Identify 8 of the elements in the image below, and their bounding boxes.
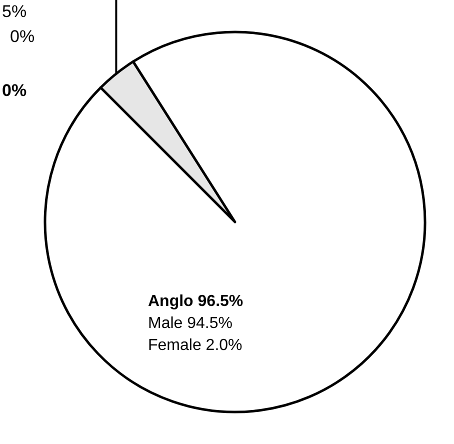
text: Male 94.5% [148,315,232,332]
text: 0% [10,27,35,46]
text: 5% [2,2,27,21]
text: 0% [2,81,27,100]
slice-label: Anglo [148,293,194,310]
pie-slice [44,30,426,414]
data-label: 96.5% [198,293,244,310]
text: Female 2.0% [148,337,242,354]
